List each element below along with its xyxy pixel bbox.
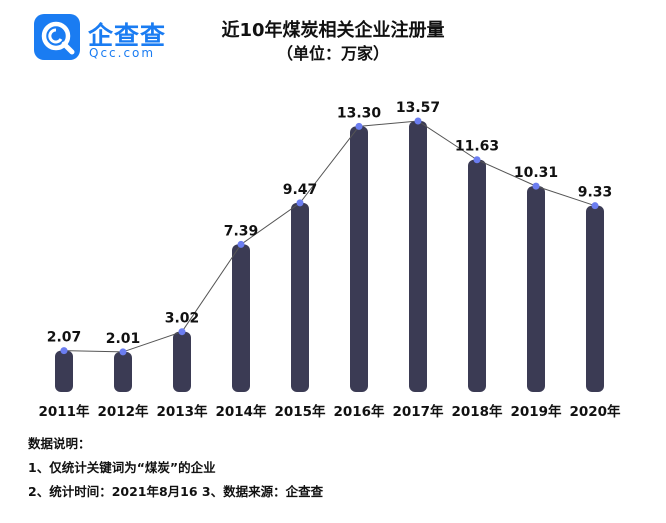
bar-6 bbox=[409, 121, 427, 392]
data-point-1 bbox=[119, 348, 127, 356]
notes-heading: 数据说明： bbox=[28, 436, 91, 451]
bar-9 bbox=[586, 205, 604, 392]
x-tick-label-1: 2012年 bbox=[97, 403, 149, 420]
data-label-2: 3.02 bbox=[165, 311, 200, 327]
x-tick-label-6: 2017年 bbox=[392, 403, 444, 420]
x-tick-label-5: 2016年 bbox=[333, 403, 385, 420]
notes: 数据说明： 1、仅统计关键词为“煤炭”的企业 2、统计时间：2021年8月16 … bbox=[28, 432, 323, 504]
data-label-4: 9.47 bbox=[283, 182, 318, 198]
data-point-5 bbox=[355, 122, 363, 130]
data-point-7 bbox=[473, 156, 481, 164]
data-label-0: 2.07 bbox=[47, 330, 82, 346]
bar-5 bbox=[350, 126, 368, 393]
x-tick-label-3: 2014年 bbox=[215, 403, 267, 420]
bar-2 bbox=[173, 331, 191, 392]
x-tick-label-0: 2011年 bbox=[38, 403, 90, 420]
series-line bbox=[63, 120, 596, 353]
x-tick-label-2: 2013年 bbox=[156, 403, 208, 420]
logo: 企查查 Qcc.com bbox=[34, 14, 174, 68]
data-label-3: 7.39 bbox=[224, 223, 259, 239]
chart-title: 近10年煤炭相关企业注册量 bbox=[221, 20, 445, 41]
x-tick-label-7: 2018年 bbox=[451, 403, 503, 420]
bar-7 bbox=[468, 159, 486, 392]
data-label-6: 13.57 bbox=[396, 100, 440, 116]
x-tick-label-8: 2019年 bbox=[510, 403, 562, 420]
chart-subtitle: （单位：万家） bbox=[276, 44, 389, 63]
x-tick-label-4: 2015年 bbox=[274, 403, 326, 420]
notes-line-1: 1、仅统计关键词为“煤炭”的企业 bbox=[28, 460, 216, 475]
logo-badge-icon bbox=[34, 14, 80, 60]
data-point-4 bbox=[296, 199, 304, 207]
bar-1 bbox=[114, 351, 132, 392]
data-label-8: 10.31 bbox=[514, 165, 558, 181]
bar-4 bbox=[291, 202, 309, 392]
notes-line-2: 2、统计时间：2021年8月16 3、数据来源：企查查 bbox=[28, 484, 324, 499]
data-point-8 bbox=[532, 182, 540, 190]
bar-0 bbox=[55, 350, 73, 392]
data-point-2 bbox=[178, 328, 186, 336]
x-tick-label-9: 2020年 bbox=[569, 403, 621, 420]
data-point-3 bbox=[237, 240, 245, 248]
data-point-0 bbox=[60, 347, 68, 355]
bar-3 bbox=[232, 244, 250, 392]
data-label-9: 9.33 bbox=[578, 185, 613, 201]
data-label-1: 2.01 bbox=[106, 331, 141, 347]
data-point-9 bbox=[591, 202, 599, 210]
data-label-7: 11.63 bbox=[455, 139, 499, 155]
data-point-6 bbox=[414, 117, 422, 125]
bar-8 bbox=[527, 186, 545, 392]
logo-sub: Qcc.com bbox=[89, 46, 156, 60]
data-label-5: 13.30 bbox=[337, 105, 382, 121]
logo-name: 企查查 bbox=[88, 21, 167, 50]
